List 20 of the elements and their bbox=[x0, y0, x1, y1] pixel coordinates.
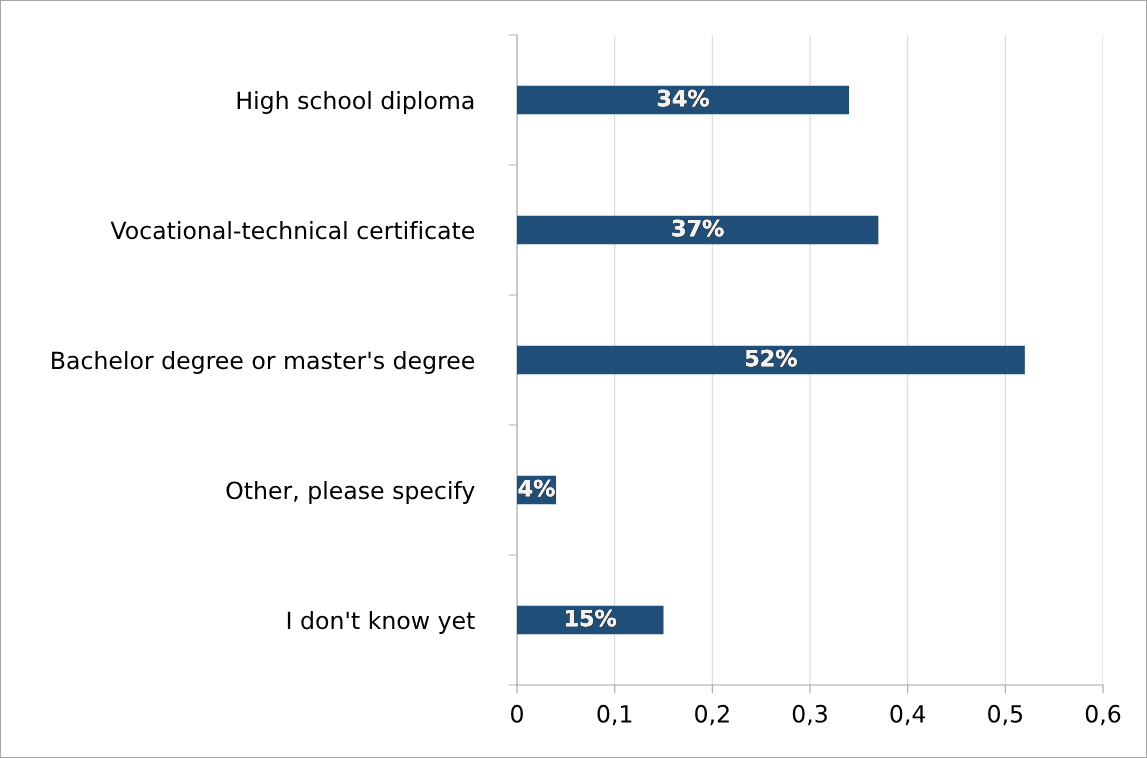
x-tick-label: 0 bbox=[511, 704, 523, 723]
data-label: 37% bbox=[672, 219, 725, 238]
x-tick-label: 0,6 bbox=[1085, 704, 1121, 726]
x-tick-label: 0,2 bbox=[695, 704, 729, 726]
x-tick-label: 0,3 bbox=[792, 704, 827, 726]
bar bbox=[517, 345, 1025, 375]
data-label: 4% bbox=[518, 479, 557, 498]
x-tick-label: 0,1 bbox=[597, 704, 632, 726]
data-label: 15% bbox=[566, 609, 618, 628]
y-tick-label: Bachelor degree or master's degree bbox=[52, 351, 475, 374]
y-tick-label: Other, please specify bbox=[226, 481, 475, 504]
y-tick-label: High school diploma bbox=[237, 91, 474, 114]
bar bbox=[517, 215, 879, 245]
x-tick-label: 0,4 bbox=[890, 704, 926, 726]
data-label: 52% bbox=[746, 349, 799, 368]
y-tick-label: Vocational-technical certificate bbox=[110, 221, 475, 240]
x-tick-label: 0,5 bbox=[988, 704, 1023, 726]
data-label: 34% bbox=[657, 89, 711, 108]
y-tick-label: I don't know yet bbox=[287, 611, 475, 634]
bar bbox=[517, 85, 850, 115]
